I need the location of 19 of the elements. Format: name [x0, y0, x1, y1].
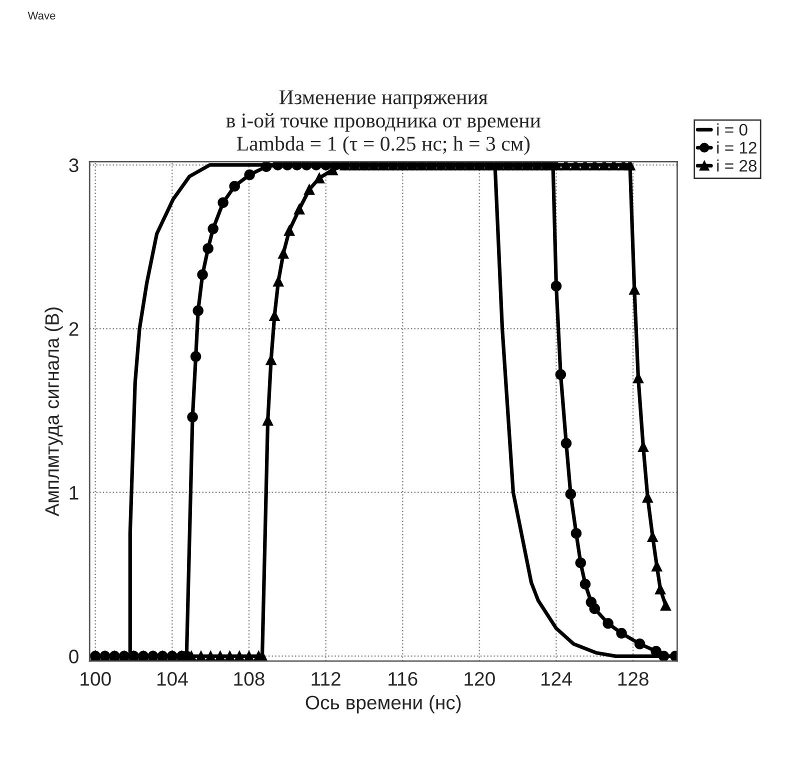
x-tick-label: 100 — [80, 672, 111, 686]
y-tick-label: 2 — [69, 322, 78, 336]
x-tick-label: 120 — [464, 672, 495, 686]
x-tick-label: 108 — [234, 672, 264, 686]
chart-title: Изменение напряжения в i-ой точке проводника от времени Lambda = 1 (τ = 0.25 нс; h = 3 см) — [226, 90, 540, 155]
x-axis-title: Ось времени (нс) — [306, 695, 461, 714]
legend-label: i = 0 — [717, 123, 748, 136]
x-tick-label: 128 — [618, 672, 648, 686]
legend-label: i = 12 — [717, 141, 756, 154]
x-tick-label: 116 — [388, 672, 418, 686]
y-tick-label: 0 — [69, 650, 78, 664]
text: Wave — [28, 12, 56, 20]
y-axis-title: Амплмтуда сигнала (В) — [44, 308, 63, 516]
x-tick-label: 124 — [542, 672, 572, 686]
y-tick-label: 3 — [69, 158, 78, 172]
x-tick-label: 112 — [312, 672, 340, 686]
y-tick-label: 1 — [70, 486, 78, 500]
x-tick-label: 104 — [157, 672, 188, 686]
legend-label: i = 28 — [717, 159, 757, 172]
